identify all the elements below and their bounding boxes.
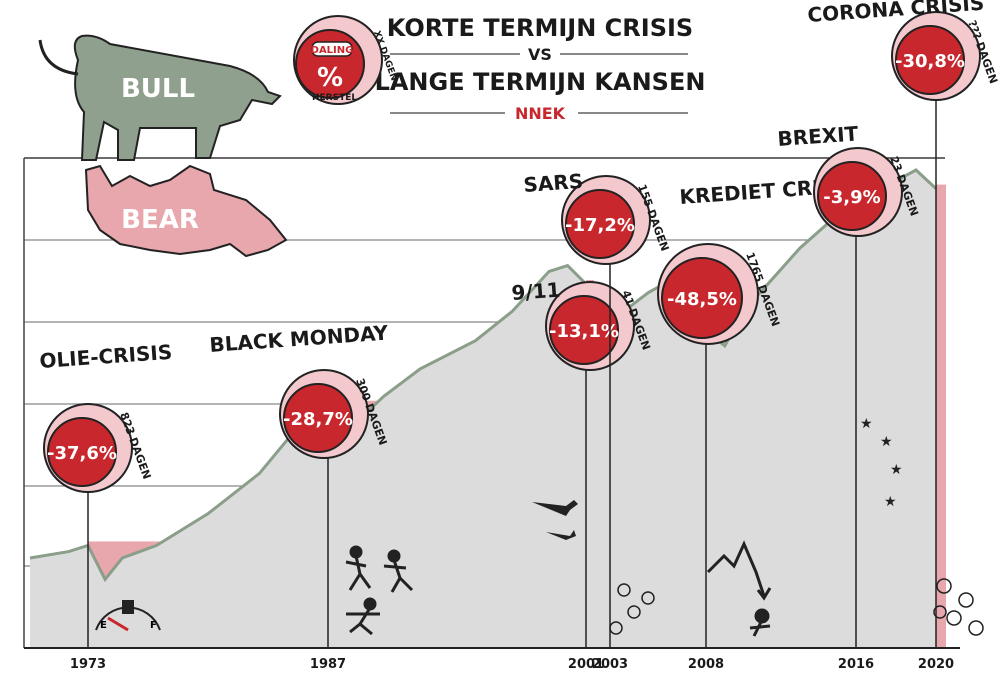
airplane-icon (532, 500, 578, 540)
badge-circle (283, 383, 353, 453)
badge-circle (549, 295, 619, 365)
crisis-band (936, 184, 946, 649)
crash-arrow-icon (706, 540, 772, 637)
badge-drop: -28,7% (283, 409, 353, 430)
virus-icons (609, 578, 984, 636)
bull-illustration: BULL (38, 34, 282, 161)
bear-illustration: BEAR (84, 164, 288, 258)
header: KORTE TERMIJN CRISIS VS LANGE TERMIJN KA… (293, 14, 706, 123)
legend-badge: DALING % XX DAGEN HERSTEL (293, 15, 399, 105)
badge-circle (895, 25, 965, 95)
crisis-name: BREXIT (777, 121, 860, 151)
badge-drop: -17,2% (565, 215, 635, 236)
x-tick-label: 2003 (592, 657, 628, 672)
crisis-name: BLACK MONDAY (209, 321, 390, 357)
title-vs: VS (528, 45, 552, 64)
falling-man-icon (345, 545, 414, 636)
svg-text:★: ★ (890, 462, 903, 478)
badge-circle (817, 161, 887, 231)
x-tick-label: 2016 (838, 657, 874, 672)
svg-text:E: E (100, 620, 107, 631)
bear-label: BEAR (121, 205, 199, 235)
badge-drop: -30,8% (895, 51, 965, 72)
legend-percent: % (317, 63, 343, 93)
badge-drop: -37,6% (47, 443, 117, 464)
svg-text:★: ★ (884, 494, 897, 510)
crisis-name: SARS (523, 169, 584, 197)
badge-drop: -48,5% (667, 289, 737, 310)
title-line2: LANGE TERMIJN KANSEN (375, 68, 706, 96)
badge-circle (565, 189, 635, 259)
x-tick-label: 1987 (310, 657, 346, 672)
badge-circle (47, 417, 117, 487)
badge-drop: -13,1% (549, 321, 619, 342)
x-tick-label: 1973 (70, 657, 106, 672)
svg-text:★: ★ (880, 434, 893, 450)
market-area (30, 170, 936, 648)
legend-daling: DALING (311, 45, 354, 56)
svg-text:★: ★ (860, 416, 873, 432)
star-icons: ★ ★ ★ ★ (860, 416, 903, 510)
legend-herstel: HERSTEL (312, 93, 357, 103)
x-tick-label: 2008 (688, 657, 724, 672)
badge-circle (661, 257, 743, 339)
title-line1: KORTE TERMIJN CRISIS (387, 14, 693, 42)
svg-text:F: F (150, 620, 157, 631)
x-tick-label: 2020 (918, 657, 954, 672)
bull-label: BULL (121, 74, 195, 104)
fuel-gauge-icon: E F (95, 600, 161, 632)
badge-drop: -3,9% (823, 187, 880, 208)
brand-label: NNEK (515, 104, 566, 123)
market-line (29, 168, 938, 583)
x-tick-label: 2001 (568, 657, 604, 672)
crisis-name: OLIE-CRISIS (39, 340, 173, 373)
crisis-name: 9/11 (511, 278, 562, 305)
